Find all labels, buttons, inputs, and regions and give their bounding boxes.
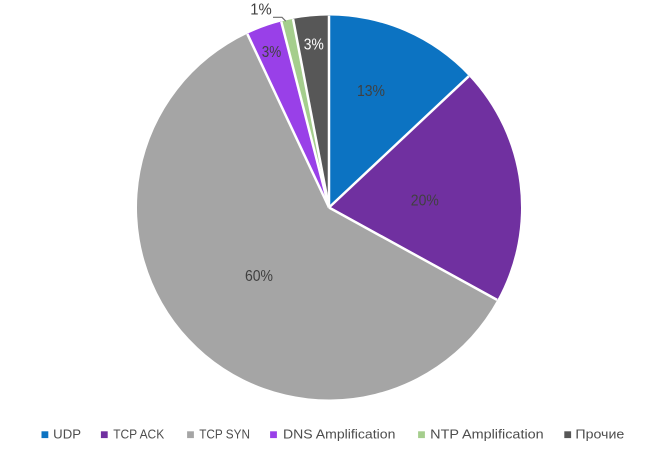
svg-text:NTP Amplification: NTP Amplification <box>430 426 544 441</box>
svg-text:UDP: UDP <box>53 426 81 441</box>
svg-text:13%: 13% <box>357 83 385 100</box>
svg-text:TCP SYN: TCP SYN <box>199 426 250 441</box>
svg-text:DNS Amplification: DNS Amplification <box>283 426 395 441</box>
svg-text:3%: 3% <box>304 36 324 53</box>
svg-text:1%: 1% <box>250 1 272 18</box>
svg-text:3%: 3% <box>262 44 282 61</box>
svg-text:20%: 20% <box>411 192 439 209</box>
svg-text:60%: 60% <box>245 268 273 285</box>
svg-text:Прочие: Прочие <box>575 426 624 441</box>
svg-text:TCP ACK: TCP ACK <box>113 426 164 441</box>
